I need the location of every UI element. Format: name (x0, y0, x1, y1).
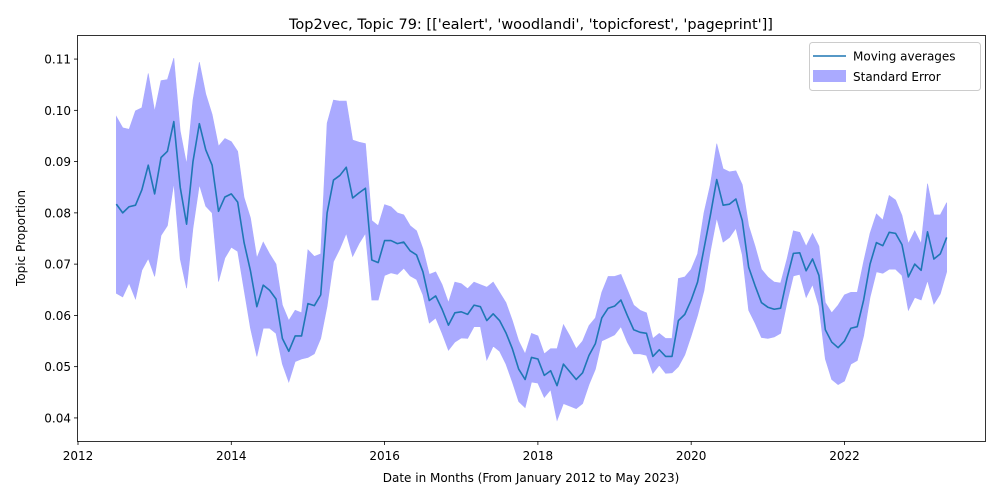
legend-label-moving-averages: Moving averages (853, 50, 956, 64)
y-tick-label: 0.11 (44, 53, 71, 67)
y-tick-label: 0.05 (44, 360, 71, 374)
x-tick-label: 2016 (369, 449, 400, 463)
y-tick-label: 0.07 (44, 258, 71, 272)
x-tick-label: 2012 (63, 449, 94, 463)
legend: Moving averages Standard Error (809, 42, 981, 91)
x-tick-label: 2020 (676, 449, 707, 463)
plot-frame (77, 35, 986, 442)
x-tick-label: 2014 (216, 449, 247, 463)
y-axis: 0.04 0.05 0.06 0.07 0.08 0.09 0.10 0.11 (44, 53, 78, 425)
y-tick-label: 0.06 (44, 309, 71, 323)
chart-title: Top2vec, Topic 79: [['ealert', 'woodland… (288, 17, 773, 33)
x-tick-label: 2018 (523, 449, 554, 463)
standard-error-band-layer (116, 57, 947, 422)
y-tick-label: 0.04 (44, 411, 71, 425)
y-tick-label: 0.10 (44, 104, 71, 118)
y-axis-label: Topic Proportion (14, 190, 28, 287)
x-axis-label: Date in Months (From January 2012 to May… (383, 471, 680, 485)
legend-band-swatch (813, 70, 846, 82)
x-tick-label: 2022 (829, 449, 860, 463)
plot-area (115, 57, 948, 422)
moving-average-line-layer (115, 120, 948, 387)
moving-average-line (115, 120, 948, 387)
standard-error-band (116, 57, 947, 422)
legend-box (809, 42, 981, 91)
legend-label-standard-error: Standard Error (853, 70, 941, 84)
y-tick-label: 0.09 (44, 155, 71, 169)
y-tick-label: 0.08 (44, 206, 71, 220)
x-axis: 2012 2014 2016 2018 2020 2022 (63, 441, 860, 463)
